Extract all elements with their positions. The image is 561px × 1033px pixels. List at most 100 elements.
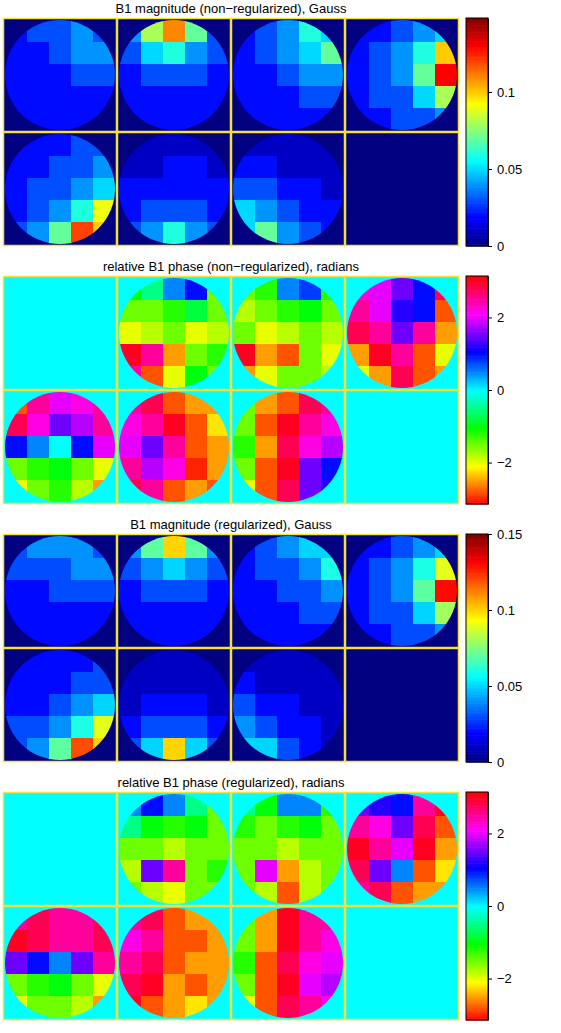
tile-cells	[5, 536, 116, 647]
heatmap-cell	[5, 366, 28, 389]
heatmap-cell	[93, 996, 116, 1019]
heatmap-cell	[49, 392, 72, 415]
heatmap-cell	[119, 178, 142, 201]
heatmap-cell	[163, 794, 186, 817]
heatmap-cell	[347, 816, 370, 839]
tile-background	[345, 792, 459, 906]
tile-cells	[347, 278, 458, 389]
tile-cells	[5, 392, 116, 503]
tile-background	[345, 276, 459, 390]
tick-mark	[488, 979, 492, 980]
heatmap-cell	[119, 200, 142, 223]
heatmap-cell	[5, 536, 28, 559]
heatmap-cell	[93, 392, 116, 415]
heatmap-cell	[27, 156, 50, 179]
axis-line	[488, 535, 489, 763]
heatmap-cell	[27, 480, 50, 503]
tile-background	[231, 648, 345, 762]
heatmap-cell	[49, 816, 72, 839]
tile-border	[4, 19, 117, 132]
heatmap-cell	[277, 86, 300, 109]
heatmap-cell	[413, 344, 436, 367]
heatmap-cell	[119, 436, 142, 459]
tile-background	[117, 132, 231, 246]
heatmap-cell	[321, 930, 344, 953]
heatmap-cell	[119, 816, 142, 839]
panel-title: relative B1 phase (regularized), radians	[118, 775, 345, 790]
heatmap-cell	[321, 436, 344, 459]
tile-border	[346, 535, 459, 648]
heatmap-cell	[321, 580, 344, 603]
heatmap-cell	[321, 414, 344, 437]
heatmap-cell	[277, 860, 300, 883]
heatmap-cell	[119, 42, 142, 65]
heatmap-cell	[233, 738, 256, 761]
heatmap-cell	[5, 300, 28, 323]
heatmap-cell	[5, 134, 28, 157]
tile-background	[3, 276, 117, 390]
heatmap-cell	[93, 974, 116, 997]
heatmap-cell	[71, 20, 94, 43]
heatmap-cell	[255, 480, 278, 503]
panel: B1 magnitude (non−regularized), Gauss00.…	[3, 1, 522, 254]
heatmap-cell	[413, 42, 436, 65]
heatmap-cell	[27, 108, 50, 131]
tile-background	[3, 906, 117, 1020]
heatmap-cell	[321, 134, 344, 157]
heatmap-cell	[5, 20, 28, 43]
heatmap-cell	[435, 602, 458, 625]
heatmap-cell	[321, 672, 344, 695]
heatmap-cell	[27, 580, 50, 603]
heatmap-cell	[93, 156, 116, 179]
tile-border	[118, 535, 231, 648]
heatmap-cell	[119, 480, 142, 503]
tile-border	[232, 535, 345, 648]
heatmap-cell	[369, 322, 392, 345]
tile-cells	[119, 134, 230, 245]
heatmap-cell	[93, 952, 116, 975]
heatmap-cell	[5, 580, 28, 603]
heatmap-cell	[369, 300, 392, 323]
heatmap-cell	[93, 344, 116, 367]
heatmap-cell	[299, 838, 322, 861]
heatmap-cell	[93, 366, 116, 389]
heatmap-cell	[299, 344, 322, 367]
heatmap-cell	[71, 108, 94, 131]
heatmap-cell	[49, 838, 72, 861]
heatmap-cell	[369, 536, 392, 559]
heatmap-cell	[347, 602, 370, 625]
heatmap-cell	[321, 860, 344, 883]
heatmap-cell	[233, 860, 256, 883]
heatmap-cell	[185, 860, 208, 883]
heatmap-cell	[49, 64, 72, 87]
heatmap-cell	[71, 996, 94, 1019]
heatmap-cell	[119, 20, 142, 43]
panel-title: B1 magnitude (regularized), Gauss	[130, 517, 332, 532]
tick: 0	[488, 239, 504, 254]
heatmap-cell	[207, 580, 230, 603]
tile-background	[345, 534, 459, 648]
heatmap-cell	[49, 42, 72, 65]
heatmap-cell	[207, 480, 230, 503]
tick-mark	[488, 169, 492, 170]
heatmap-cell	[347, 42, 370, 65]
heatmap-cell	[27, 536, 50, 559]
tile-border	[232, 649, 345, 762]
heatmap-cell	[277, 930, 300, 953]
heatmap-cell	[277, 108, 300, 131]
heatmap-cell	[369, 42, 392, 65]
heatmap-cell	[163, 580, 186, 603]
heatmap-cell	[185, 996, 208, 1019]
heatmap-cell	[277, 366, 300, 389]
heatmap-cell	[277, 672, 300, 695]
heatmap-cell	[233, 930, 256, 953]
tile-cells	[119, 392, 230, 503]
heatmap-cell	[413, 882, 436, 905]
heatmap-cell	[5, 458, 28, 481]
heatmap-cell	[163, 344, 186, 367]
heatmap-cell	[299, 278, 322, 301]
heatmap-cell	[299, 414, 322, 437]
tick-mark	[488, 463, 492, 464]
heatmap-cell	[49, 222, 72, 245]
heatmap-cell	[27, 838, 50, 861]
